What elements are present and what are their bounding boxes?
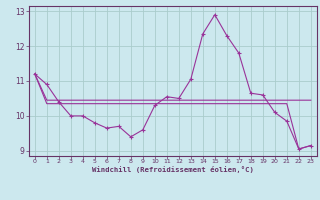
X-axis label: Windchill (Refroidissement éolien,°C): Windchill (Refroidissement éolien,°C) [92,166,254,173]
